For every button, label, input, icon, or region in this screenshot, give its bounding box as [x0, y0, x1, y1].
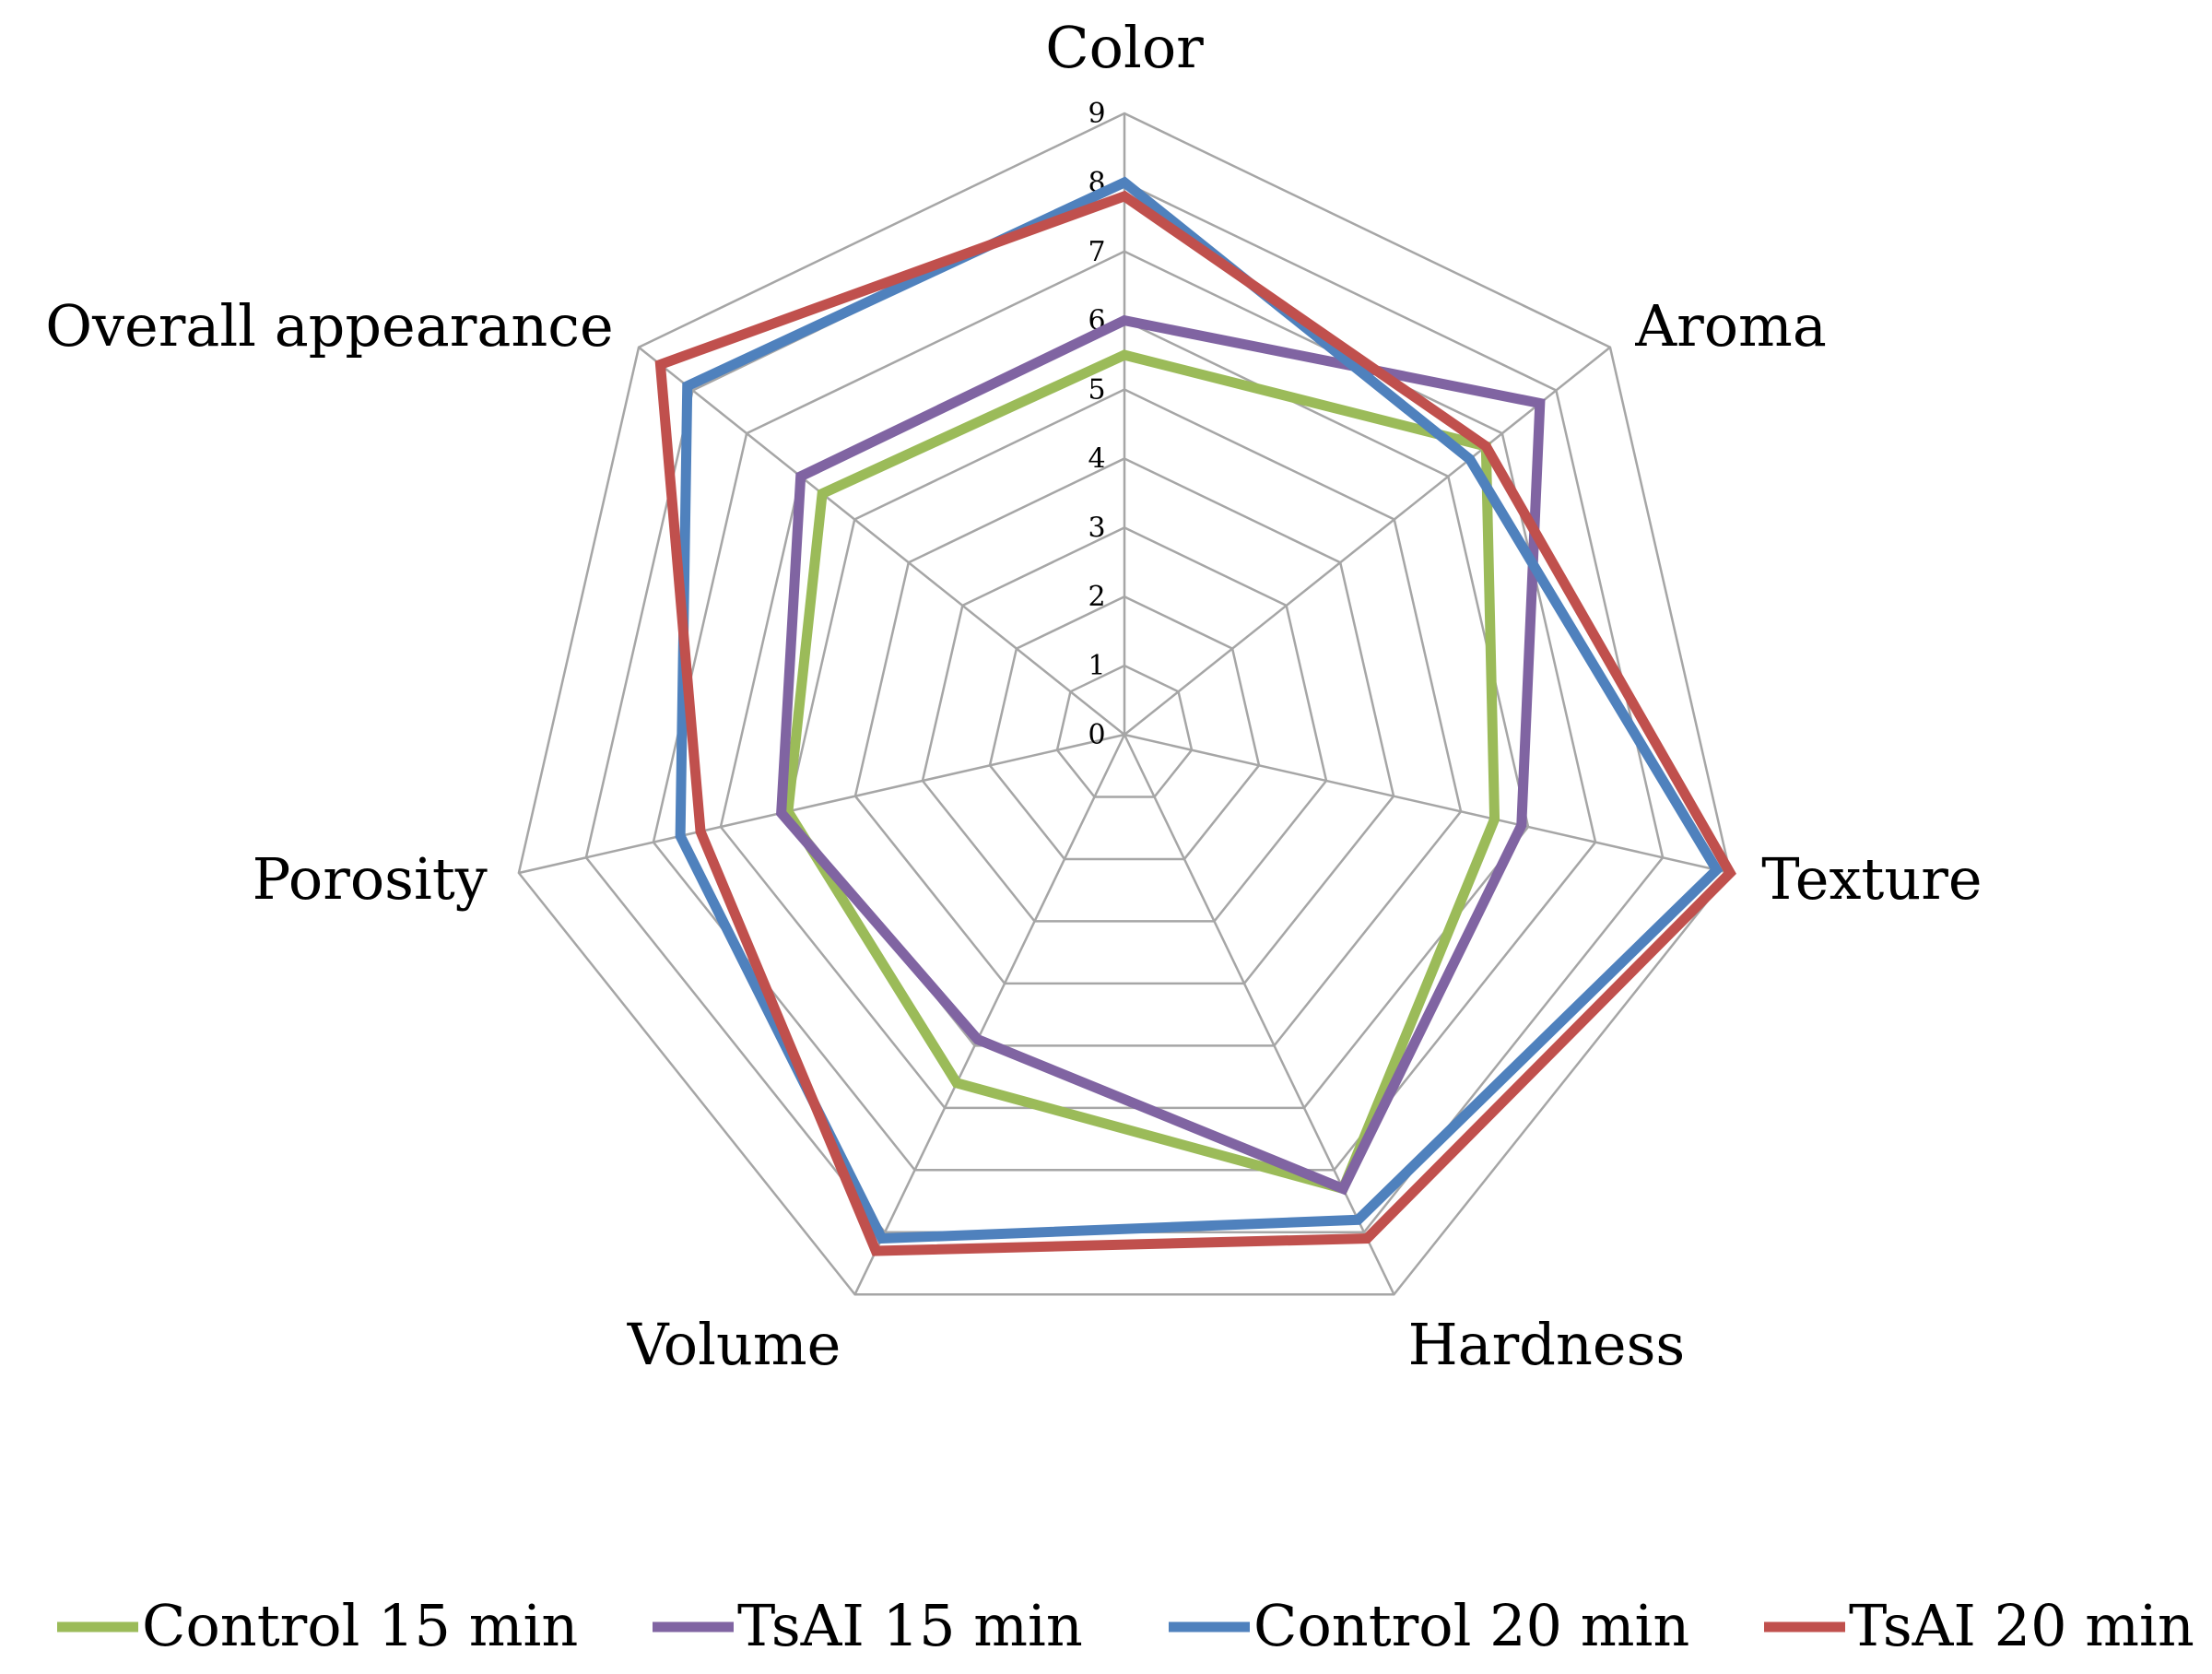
- axis-label-overall-appearance: Overall appearance: [45, 292, 613, 360]
- legend-label: TsAI 15 min: [737, 1592, 1083, 1659]
- axis-label-porosity: Porosity: [253, 845, 488, 913]
- grid-ring-2: [988, 595, 1261, 861]
- spoke-line: [853, 734, 1126, 1295]
- grid-layer: [517, 112, 1732, 1296]
- tick-label: 1: [1088, 650, 1105, 682]
- tick-label: 4: [1088, 442, 1105, 475]
- grid-ring-5: [786, 388, 1463, 1047]
- axis-label-aroma: Aroma: [1634, 292, 1827, 360]
- axis-label-hardness: Hardness: [1408, 1311, 1686, 1378]
- tick-label: 3: [1088, 512, 1105, 544]
- spoke-line: [1123, 734, 1395, 1295]
- legend: Control 15 min TsAI 15 min Control 20 min T…: [57, 1592, 2194, 1659]
- tick-label: 2: [1088, 581, 1105, 613]
- legend-label: TsAI 20 min: [1849, 1592, 2194, 1659]
- legend-label: Control 20 min: [1253, 1592, 1689, 1659]
- spoke-line: [1124, 733, 1731, 875]
- series-layer: [654, 176, 1736, 1256]
- series-control-15-min: [782, 349, 1500, 1196]
- legend-label: Control 15 min: [142, 1592, 578, 1659]
- series-tsai-20-min: [654, 190, 1736, 1256]
- axis-label-layer: Color Aroma Texture Hardness Volume Porosity O…: [45, 14, 1982, 1378]
- grid-ring-9: [517, 112, 1732, 1296]
- grid-ring-4: [853, 457, 1395, 985]
- tick-label: 9: [1088, 98, 1105, 130]
- axis-label-texture: Texture: [1761, 845, 1982, 913]
- grid-ring-1: [1055, 664, 1194, 798]
- tick-label: 5: [1088, 374, 1105, 407]
- axis-label-color: Color: [1045, 14, 1204, 81]
- tick-label: 7: [1088, 236, 1105, 268]
- series-control-20-min: [675, 176, 1724, 1244]
- spoke-line: [638, 346, 1125, 736]
- series-tsai-15-min: [776, 314, 1546, 1196]
- tick-label: 0: [1088, 719, 1105, 751]
- spoke-line: [1124, 346, 1611, 736]
- spoke-line: [518, 733, 1125, 875]
- grid-ring-3: [921, 525, 1328, 923]
- axis-label-volume: Volume: [627, 1311, 841, 1378]
- grid-ring-6: [719, 319, 1530, 1110]
